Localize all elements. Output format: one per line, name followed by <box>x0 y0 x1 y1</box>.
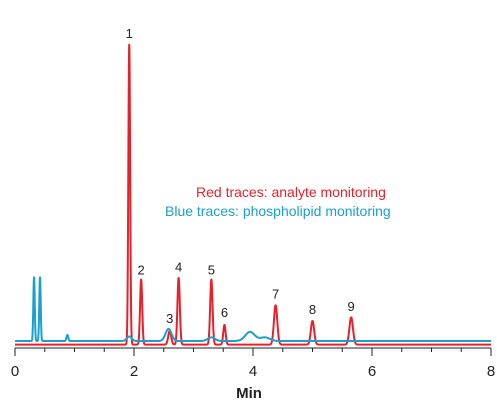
analyte-trace-line <box>14 43 492 346</box>
peak-label-2: 2 <box>138 262 145 277</box>
x-tick-label: 8 <box>487 363 495 380</box>
peak-label-7: 7 <box>272 287 279 302</box>
x-tick-label: 2 <box>130 363 138 380</box>
x-axis-ticks: 0 2 4 6 8 <box>11 348 495 380</box>
x-tick-label: 6 <box>368 363 376 380</box>
x-tick-label: 4 <box>249 363 257 380</box>
annotation-red-traces: Red traces: analyte monitoring <box>196 184 386 200</box>
peak-label-4: 4 <box>175 259 182 274</box>
peak-label-1: 1 <box>126 26 133 41</box>
peak-label-8: 8 <box>309 302 316 317</box>
x-axis-title: Min <box>236 385 262 402</box>
peak-label-9: 9 <box>348 299 355 314</box>
phospholipid-trace-line <box>14 276 492 342</box>
annotation-blue-traces: Blue traces: phospholipid monitoring <box>165 203 391 219</box>
peak-labels: 1 2 3 4 5 6 7 8 9 <box>126 26 355 326</box>
peak-label-6: 6 <box>221 305 228 320</box>
peak-label-5: 5 <box>208 262 215 277</box>
peak-label-3: 3 <box>166 311 173 326</box>
x-tick-label: 0 <box>11 363 19 380</box>
trace-layer <box>14 43 492 346</box>
